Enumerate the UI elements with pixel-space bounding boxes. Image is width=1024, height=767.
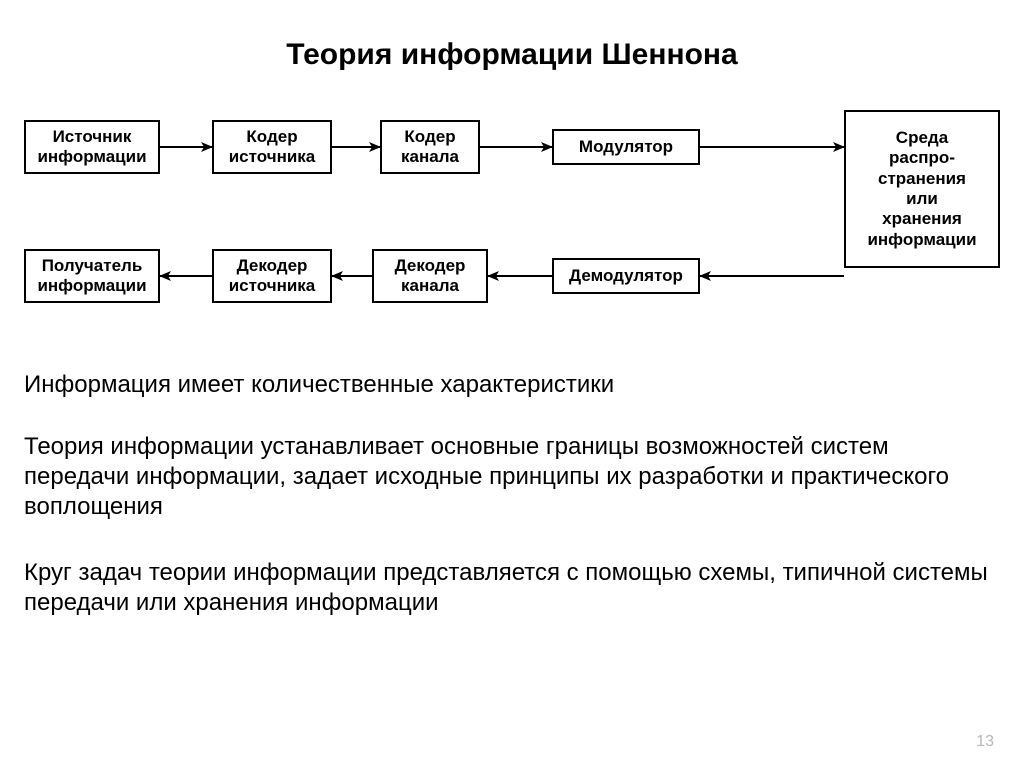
- flowchart-node-n3: Модулятор: [552, 129, 700, 165]
- page-number: 13: [976, 733, 994, 751]
- flowchart-node-n6: Декодер канала: [372, 249, 488, 303]
- paragraph-3: Круг задач теории информации представляе…: [24, 558, 1000, 618]
- flowchart-node-n5: Демодулятор: [552, 258, 700, 294]
- shannon-flowchart: Источник информации Кодер источника Кодер …: [24, 110, 1000, 340]
- flowchart-node-n0: Источник информации: [24, 120, 160, 174]
- page-title: Теория информации Шеннона: [0, 38, 1024, 72]
- paragraph-2: Теория информации устанавливает основные…: [24, 432, 1000, 522]
- paragraph-1: Информация имеет количественные характер…: [24, 370, 1000, 400]
- flowchart-node-n4: Среда распро- странения или хранения инф…: [844, 110, 1000, 268]
- flowchart-node-n1: Кодер источника: [212, 120, 332, 174]
- flowchart-node-n7: Декодер источника: [212, 249, 332, 303]
- flowchart-node-n8: Получатель информации: [24, 249, 160, 303]
- flowchart-node-n2: Кодер канала: [380, 120, 480, 174]
